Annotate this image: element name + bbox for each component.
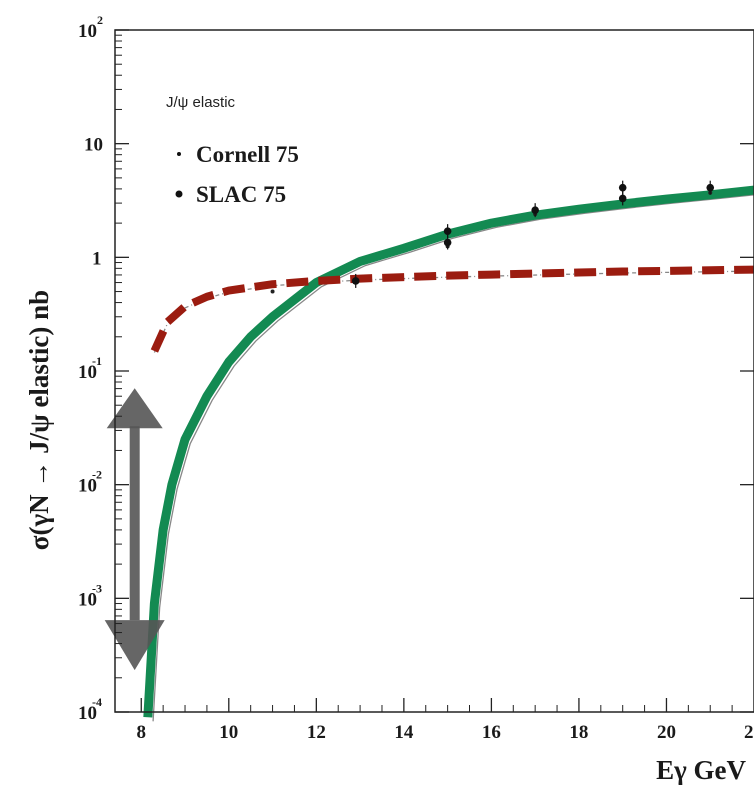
y-tick-label: 10 [78, 589, 97, 610]
legend-marker [177, 152, 181, 156]
dashed-model-curve [150, 265, 754, 353]
x-tick-label: 14 [394, 722, 414, 743]
x-tick-label: 12 [307, 722, 326, 743]
y-tick-exponent: -4 [92, 695, 102, 709]
legend-marker [175, 190, 183, 198]
y-axis-title: σ(γN → J/ψ elastic) nb [24, 290, 54, 550]
y-tick-label: 1 [92, 248, 102, 269]
y-tick-label: 10 [78, 21, 97, 42]
y-tick-exponent: -1 [92, 354, 102, 368]
legend-label: SLAC 75 [196, 182, 286, 207]
x-tick-label: 2 [744, 722, 754, 743]
x-tick-label: 16 [482, 722, 501, 743]
y-tick-label: 10 [84, 135, 103, 156]
legend-label: Cornell 75 [196, 142, 299, 167]
solid-model-curve [143, 185, 754, 718]
arrow-head-up [106, 388, 163, 429]
x-tick-label: 20 [657, 722, 676, 743]
x-tick-label: 10 [219, 722, 238, 743]
x-tick-label: 18 [569, 722, 588, 743]
y-tick-label: 10 [78, 476, 97, 497]
y-tick-exponent: -2 [92, 468, 102, 482]
cornell-data-point [270, 289, 275, 294]
y-tick-exponent: 2 [97, 13, 103, 27]
y-tick-label: 10 [78, 362, 97, 383]
x-axis-title: Eγ GeV [656, 755, 746, 785]
plot-frame [114, 29, 754, 713]
legend-title: J/ψ elastic [166, 94, 236, 111]
reference-curve [152, 194, 754, 722]
y-tick-label: 10 [78, 703, 97, 724]
x-tick-label: 8 [137, 722, 147, 743]
y-tick-exponent: -3 [92, 581, 102, 595]
arrow-shaft [129, 426, 140, 621]
